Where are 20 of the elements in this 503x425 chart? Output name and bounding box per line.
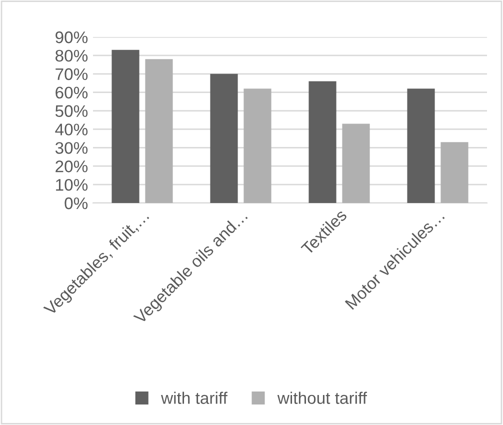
y-tick-label: 90%: [56, 31, 88, 44]
bar: [244, 88, 272, 203]
y-tick-label: 70%: [56, 68, 88, 80]
bar: [112, 50, 140, 203]
legend-label: with tariff: [161, 392, 228, 404]
y-tick-label: 40%: [55, 124, 88, 136]
bar: [145, 59, 173, 203]
y-tick-label: 20%: [56, 160, 88, 172]
bar: [308, 81, 336, 203]
bar: [440, 142, 468, 203]
y-tick-label: 50%: [55, 105, 88, 117]
y-tick-label: 30%: [55, 142, 88, 154]
bar: [210, 74, 238, 203]
y-tick-label: 0%: [64, 197, 88, 210]
y-tick-label: 80%: [56, 50, 88, 62]
legend-label: without tariff: [277, 392, 368, 404]
y-tick-label: 10%: [56, 178, 88, 191]
bar: [342, 124, 370, 203]
bar: [407, 88, 435, 203]
y-tick-label: 60%: [56, 86, 88, 99]
